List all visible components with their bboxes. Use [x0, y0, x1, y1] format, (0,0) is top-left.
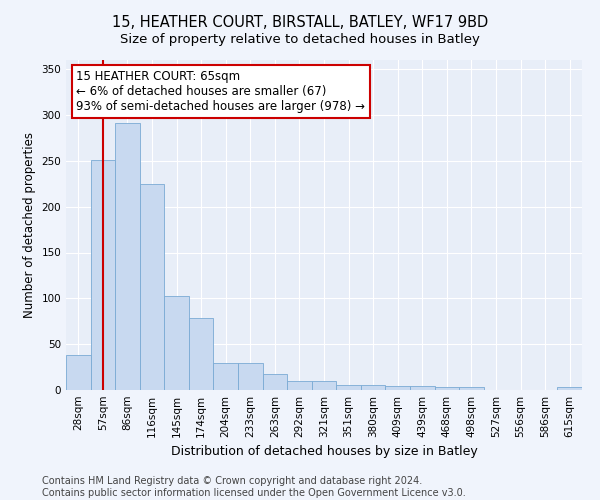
Bar — [434, 387, 459, 390]
Bar — [336, 386, 361, 390]
Bar — [140, 184, 164, 390]
Text: 15, HEATHER COURT, BIRSTALL, BATLEY, WF17 9BD: 15, HEATHER COURT, BIRSTALL, BATLEY, WF1… — [112, 15, 488, 30]
X-axis label: Distribution of detached houses by size in Batley: Distribution of detached houses by size … — [170, 446, 478, 458]
Bar — [312, 381, 336, 390]
Y-axis label: Number of detached properties: Number of detached properties — [23, 132, 36, 318]
Bar — [385, 386, 410, 390]
Bar — [91, 160, 115, 390]
Bar — [214, 364, 238, 390]
Bar — [557, 387, 582, 390]
Bar — [238, 364, 263, 390]
Bar — [189, 318, 214, 390]
Text: 15 HEATHER COURT: 65sqm
← 6% of detached houses are smaller (67)
93% of semi-det: 15 HEATHER COURT: 65sqm ← 6% of detached… — [76, 70, 365, 113]
Bar — [410, 386, 434, 390]
Bar — [164, 296, 189, 390]
Text: Size of property relative to detached houses in Batley: Size of property relative to detached ho… — [120, 32, 480, 46]
Bar — [115, 123, 140, 390]
Text: Contains HM Land Registry data © Crown copyright and database right 2024.
Contai: Contains HM Land Registry data © Crown c… — [42, 476, 466, 498]
Bar — [263, 374, 287, 390]
Bar — [361, 386, 385, 390]
Bar — [66, 355, 91, 390]
Bar — [459, 387, 484, 390]
Bar — [287, 381, 312, 390]
